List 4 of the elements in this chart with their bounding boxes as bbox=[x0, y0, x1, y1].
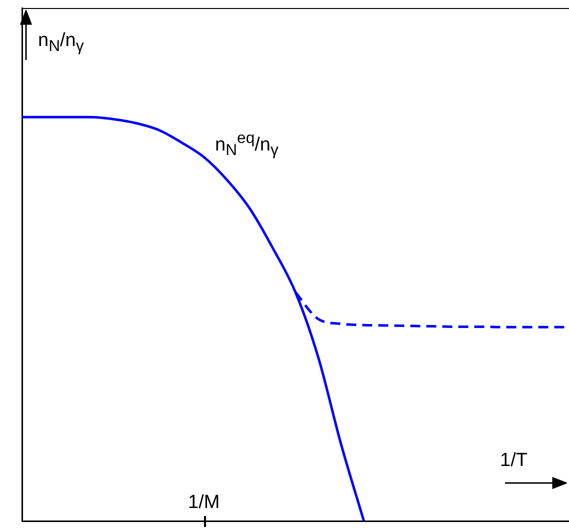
annotation: 1/M bbox=[188, 492, 220, 514]
x-axis-title: 1/T bbox=[500, 450, 528, 472]
series-label: n$_{N}$$^{eq}$/n$_{γ}$ bbox=[215, 130, 278, 160]
y-axis-title: n$_{N}$/n$_{γ}$ bbox=[38, 30, 84, 56]
